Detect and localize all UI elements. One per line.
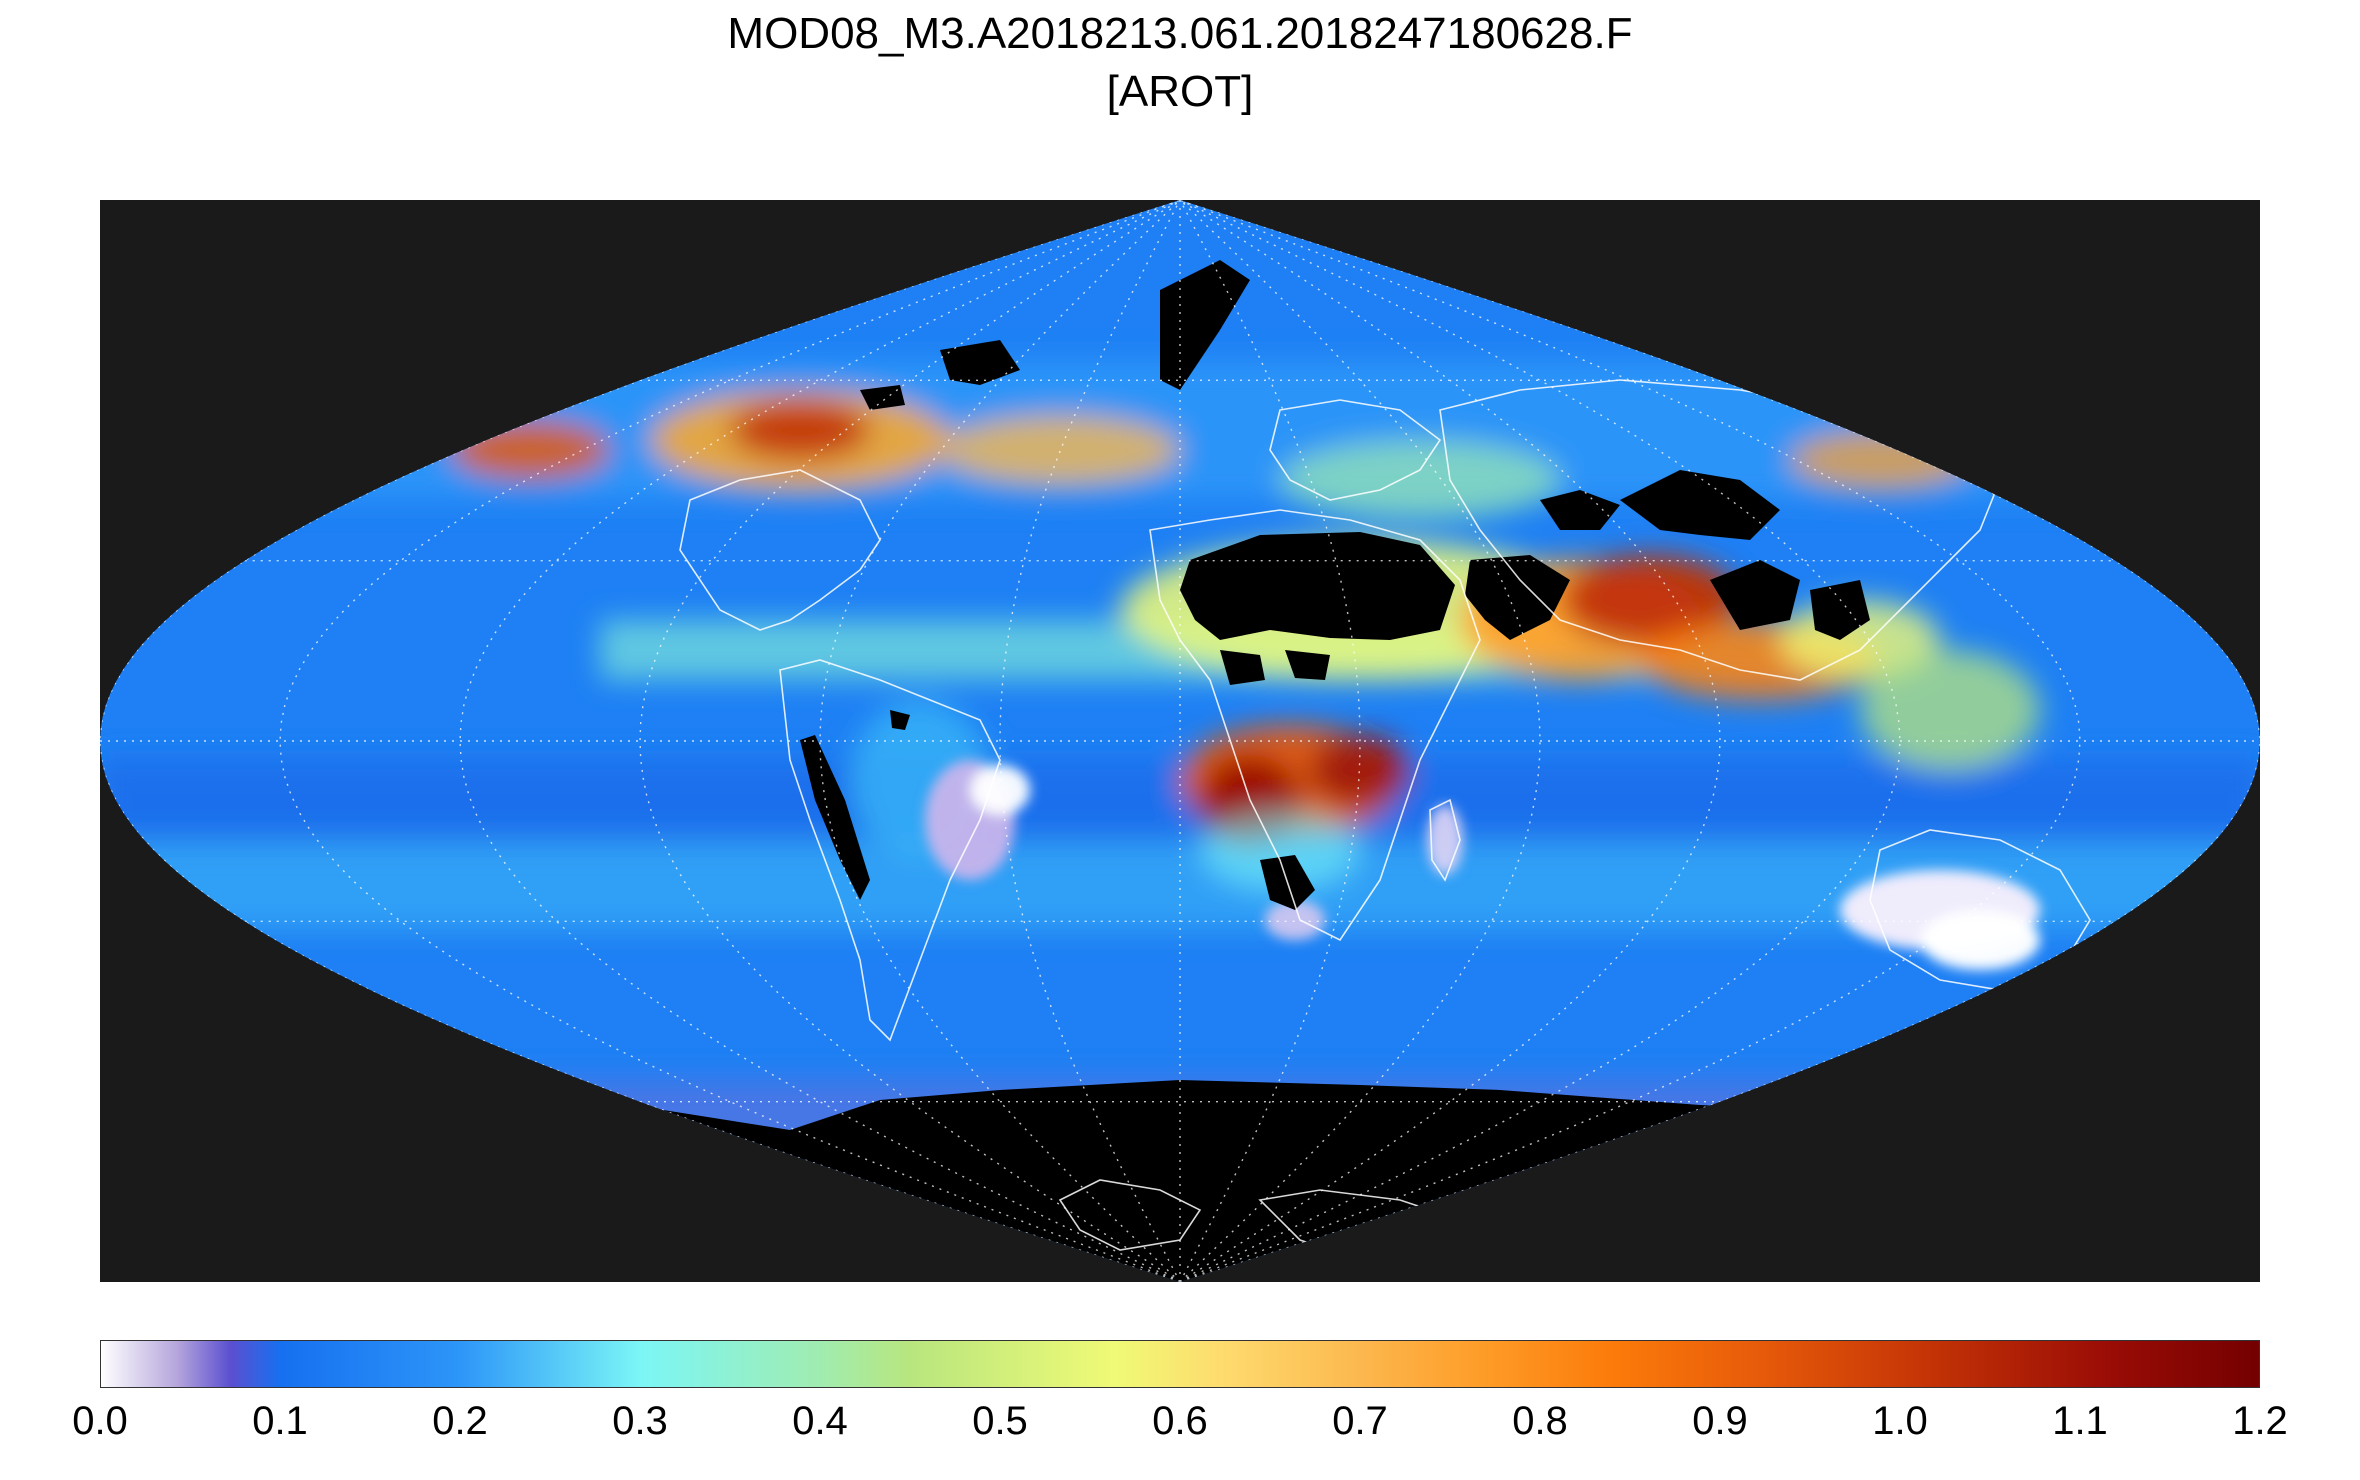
colorbar-tick-label: 1.2 bbox=[2232, 1399, 2288, 1443]
colorbar-gradient bbox=[100, 1340, 2260, 1388]
colorbar-tick-label: 0.7 bbox=[1332, 1399, 1388, 1443]
colorbar-tick-label: 0.3 bbox=[612, 1399, 668, 1443]
colorbar-tick-label: 0.1 bbox=[252, 1399, 308, 1443]
colorbar-tick-label: 0.0 bbox=[72, 1399, 128, 1443]
graticule-meridian bbox=[1179, 200, 1721, 1282]
colorbar-tick-label: 1.0 bbox=[1872, 1399, 1928, 1443]
map-panel bbox=[100, 200, 2260, 1282]
colorbar-tick-label: 0.9 bbox=[1692, 1399, 1748, 1443]
graticule-meridian bbox=[999, 200, 1181, 1282]
map-data-layer bbox=[100, 200, 2260, 1282]
aerosol-map bbox=[100, 200, 2260, 1282]
map-subtitle: [AROT] bbox=[1106, 67, 1254, 116]
map-title: MOD08_M3.A2018213.061.2018247180628.F bbox=[727, 9, 1633, 58]
colorbar-tick-label: 1.1 bbox=[2052, 1399, 2108, 1443]
colorbar-tick-label: 0.8 bbox=[1512, 1399, 1568, 1443]
colorbar-tick-label: 0.2 bbox=[432, 1399, 488, 1443]
colorbar-tick-label: 0.6 bbox=[1152, 1399, 1208, 1443]
colorbar-tick-label: 0.5 bbox=[972, 1399, 1028, 1443]
graticule-meridian bbox=[639, 200, 1181, 1282]
graticule-meridian bbox=[1179, 200, 1361, 1282]
colorbar bbox=[100, 1340, 2260, 1390]
colorbar-tick-label: 0.4 bbox=[792, 1399, 848, 1443]
